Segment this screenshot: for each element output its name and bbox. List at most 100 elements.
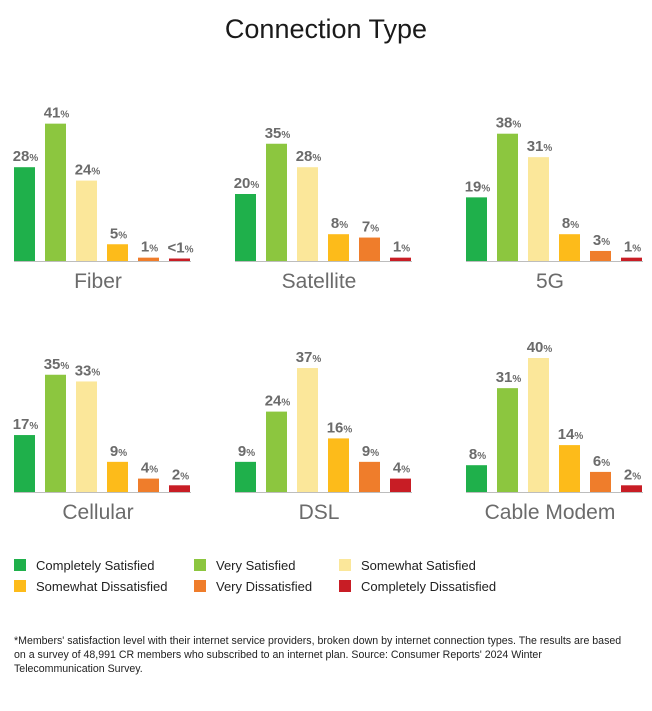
data-label: 28% (13, 148, 39, 165)
bar (45, 123, 66, 262)
legend-label: Completely Dissatisfied (361, 578, 497, 594)
bar (497, 133, 518, 261)
bar (466, 197, 487, 261)
bar (266, 143, 287, 261)
bar (169, 258, 190, 261)
bar (45, 374, 66, 492)
data-label: 31% (496, 369, 522, 386)
bar (169, 485, 190, 492)
bar (14, 167, 35, 261)
bar (235, 461, 256, 492)
legend-swatch (339, 559, 351, 571)
data-label: 8% (331, 215, 348, 232)
data-label: 2% (624, 466, 641, 483)
data-label: 5% (110, 225, 127, 242)
data-label: 8% (469, 446, 486, 463)
data-label: 1% (624, 239, 641, 256)
bar (590, 471, 611, 492)
legend-label: Somewhat Satisfied (361, 557, 476, 573)
legend-label: Completely Satisfied (36, 557, 155, 573)
bar (559, 234, 580, 261)
data-label: 9% (110, 443, 127, 460)
data-label: 24% (265, 393, 291, 410)
legend-swatch (194, 580, 206, 592)
data-label: 2% (172, 466, 189, 483)
data-label: 4% (393, 460, 410, 477)
bar (390, 478, 411, 492)
bar (390, 257, 411, 261)
data-label: 1% (393, 239, 410, 256)
chart-title: 5G (536, 270, 564, 293)
legend-item-completely-satisfied: Completely Satisfied (14, 556, 155, 574)
data-label: 41% (44, 105, 70, 122)
bar (14, 435, 35, 492)
data-label: <1% (167, 240, 193, 257)
data-label: 20% (234, 175, 260, 192)
bar (266, 411, 287, 492)
data-label: 35% (265, 125, 291, 142)
legend-swatch (194, 559, 206, 571)
legend-item-very-dissatisfied: Very Dissatisfied (194, 577, 312, 595)
legend-item-very-satisfied: Very Satisfied (194, 556, 296, 574)
data-label: 28% (296, 148, 322, 165)
chart-title: Fiber (74, 270, 122, 293)
bar (76, 180, 97, 261)
legend-label: Somewhat Dissatisfied (36, 578, 168, 594)
data-label: 17% (13, 416, 39, 433)
data-label: 9% (238, 443, 255, 460)
bar (528, 358, 549, 492)
legend-swatch (339, 580, 351, 592)
bar (138, 257, 159, 261)
footnote: *Members' satisfaction level with their … (14, 635, 622, 675)
data-label: 4% (141, 460, 158, 477)
data-label: 7% (362, 219, 379, 236)
bar (528, 157, 549, 261)
chart-title: Cellular (62, 501, 133, 524)
data-label: 16% (327, 419, 353, 436)
page-title: Connection Type (224, 14, 428, 44)
chart-panel: 28% 41% 24% 5% 1% <1% Fiber (13, 105, 194, 293)
bar (359, 461, 380, 492)
bar (497, 388, 518, 492)
legend-item-completely-dissatisfied: Completely Dissatisfied (339, 577, 496, 595)
bar (138, 478, 159, 492)
bar (235, 194, 256, 261)
legend-item-somewhat-dissatisfied: Somewhat Dissatisfied (14, 577, 168, 595)
legend-label: Very Dissatisfied (216, 578, 313, 594)
data-label: 37% (296, 349, 322, 366)
bar (297, 368, 318, 492)
bar (621, 257, 642, 261)
bar (359, 237, 380, 261)
bar (590, 250, 611, 261)
data-label: 1% (141, 239, 158, 256)
data-label: 19% (465, 178, 491, 195)
chart-panel: 19% 38% 31% 8% 3% 1% 5G (465, 115, 643, 293)
bar (621, 485, 642, 492)
bar (559, 445, 580, 492)
data-label: 14% (558, 426, 584, 443)
chart-panel: 8% 31% 40% 14% 6% 2% Cable Modem (466, 339, 643, 524)
chart-title: Satellite (282, 270, 357, 293)
data-label: 38% (496, 115, 522, 132)
legend-swatch (14, 559, 26, 571)
data-label: 35% (44, 356, 70, 373)
bar (76, 381, 97, 492)
bar (328, 438, 349, 492)
chart-title: DSL (299, 501, 340, 524)
data-label: 9% (362, 443, 379, 460)
data-label: 24% (75, 162, 101, 179)
data-label: 3% (593, 232, 610, 249)
legend-swatch (14, 580, 26, 592)
data-label: 40% (527, 339, 553, 356)
bar (107, 461, 128, 492)
data-label: 33% (75, 362, 101, 379)
legend: Completely Satisfied Very Satisfied Some… (14, 556, 644, 600)
chart-panel: 17% 35% 33% 9% 4% 2% Cellular (13, 356, 191, 524)
data-label: 8% (562, 215, 579, 232)
bar (107, 244, 128, 261)
legend-label: Very Satisfied (216, 557, 296, 573)
chart-panel: 20% 35% 28% 8% 7% 1% Satellite (234, 125, 412, 293)
data-label: 31% (527, 138, 553, 155)
bar (328, 234, 349, 261)
chart-title: Cable Modem (485, 501, 616, 524)
